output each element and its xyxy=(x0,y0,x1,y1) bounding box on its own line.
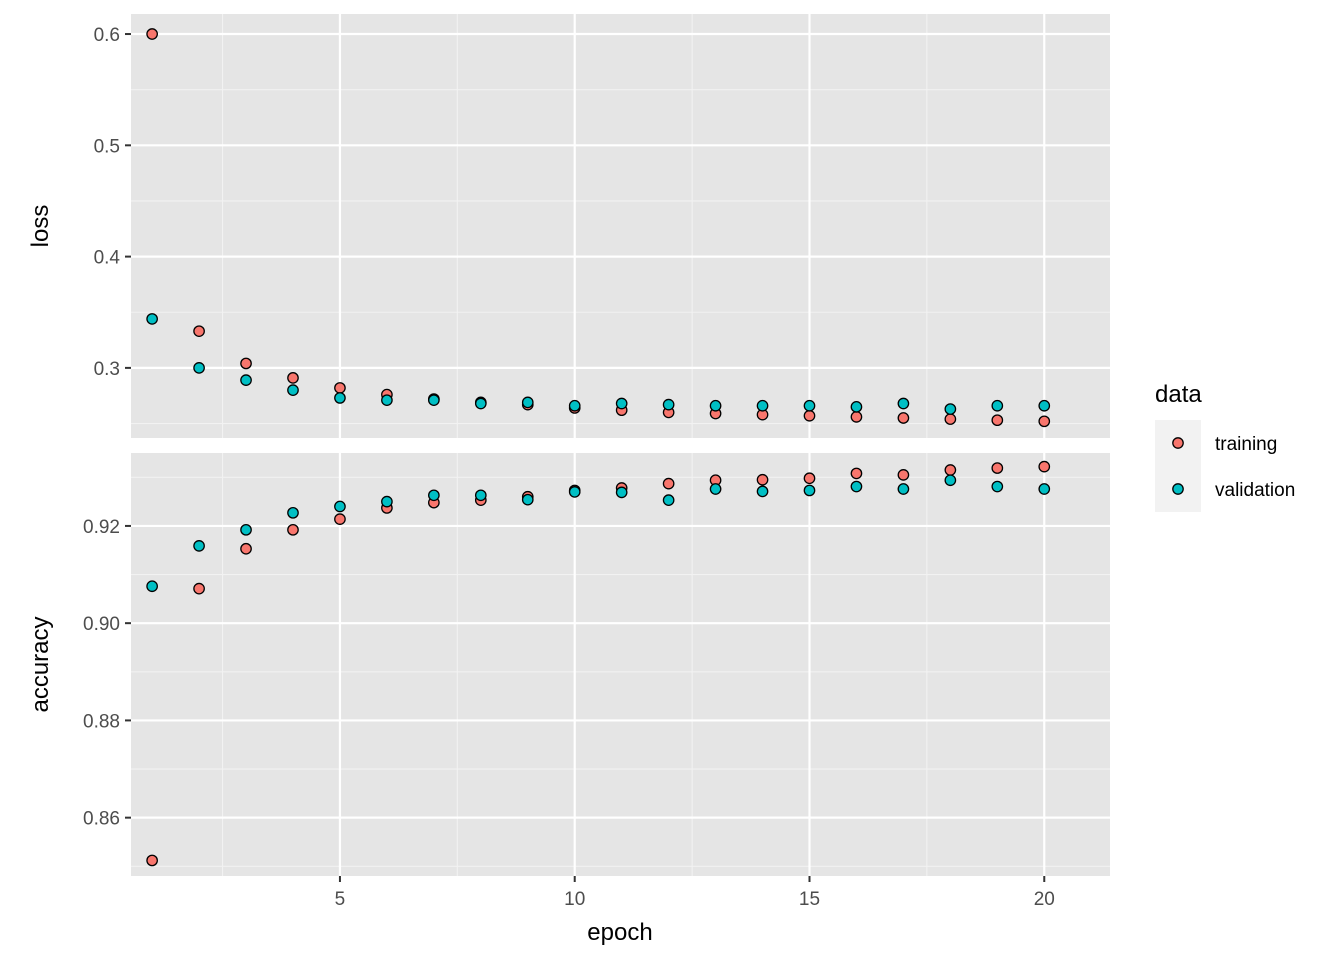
point-accuracy-training xyxy=(662,477,675,490)
point-accuracy-validation xyxy=(944,474,957,487)
point-loss-validation xyxy=(944,403,957,415)
point-accuracy-training xyxy=(1038,460,1051,473)
point-loss-validation xyxy=(568,399,581,412)
y-tick-label: 0.3 xyxy=(94,359,120,380)
point-loss-validation xyxy=(474,397,487,410)
point-accuracy-validation xyxy=(146,580,158,593)
point-loss-validation xyxy=(756,399,769,412)
point-loss-validation xyxy=(850,400,863,413)
y-tick-label: 0.88 xyxy=(83,711,120,732)
point-loss-training xyxy=(991,414,1004,427)
y-tick-label: 0.86 xyxy=(83,809,120,830)
point-loss-training xyxy=(334,382,346,394)
point-loss-validation xyxy=(1038,399,1051,412)
y-tick-label: 0.4 xyxy=(94,248,121,269)
legend-key-background xyxy=(1155,420,1201,512)
point-loss-training xyxy=(850,411,863,423)
point-loss-training xyxy=(897,412,910,424)
point-accuracy-validation xyxy=(334,500,346,513)
point-accuracy-validation xyxy=(1038,483,1051,495)
point-accuracy-training xyxy=(897,469,910,481)
point-accuracy-training xyxy=(756,473,769,486)
point-loss-validation xyxy=(428,394,440,407)
point-accuracy-validation xyxy=(991,480,1004,493)
point-accuracy-validation xyxy=(428,489,440,502)
point-loss-training xyxy=(287,372,299,384)
point-accuracy-validation xyxy=(850,480,863,493)
legend-key-training xyxy=(1172,437,1184,449)
point-loss-training xyxy=(803,409,816,422)
x-tick-label: 10 xyxy=(564,889,585,910)
x-tick-label: 5 xyxy=(335,889,346,910)
point-accuracy-training xyxy=(803,472,816,485)
point-loss-validation xyxy=(615,397,628,410)
point-accuracy-training xyxy=(334,513,346,525)
y-axis-title-accuracy: accuracy xyxy=(27,616,54,712)
legend-label-validation: validation xyxy=(1215,480,1295,501)
point-loss-validation xyxy=(521,396,534,409)
y-tick-label: 0.92 xyxy=(83,517,120,538)
point-loss-training xyxy=(146,28,158,40)
point-loss-validation xyxy=(709,399,722,412)
legend: data training validation xyxy=(1155,381,1295,512)
y-tick-label: 0.5 xyxy=(94,136,120,157)
point-accuracy-validation xyxy=(615,486,628,499)
point-loss-validation xyxy=(803,399,816,412)
y-tick-label: 0.6 xyxy=(94,25,120,46)
point-loss-validation xyxy=(334,392,346,404)
point-accuracy-training xyxy=(991,462,1004,474)
y-axis-title-loss: loss xyxy=(27,205,54,248)
point-loss-validation xyxy=(897,397,910,410)
point-accuracy-training xyxy=(944,464,957,476)
point-accuracy-validation xyxy=(662,494,675,507)
point-loss-validation xyxy=(991,399,1004,412)
point-loss-training xyxy=(1038,415,1051,428)
point-accuracy-validation xyxy=(756,485,769,498)
point-loss-training xyxy=(944,413,957,425)
point-accuracy-validation xyxy=(521,493,534,506)
x-tick-label: 20 xyxy=(1034,889,1055,910)
point-accuracy-validation xyxy=(193,540,205,552)
point-loss-validation xyxy=(193,362,205,374)
point-accuracy-validation xyxy=(240,523,252,536)
y-tick-label: 0.90 xyxy=(83,614,120,635)
point-accuracy-training xyxy=(193,582,205,595)
legend-label-training: training xyxy=(1215,434,1277,455)
point-accuracy-validation xyxy=(381,495,393,508)
point-accuracy-validation xyxy=(709,483,722,495)
point-accuracy-training xyxy=(240,542,252,555)
x-tick-label: 15 xyxy=(799,889,820,910)
point-loss-validation xyxy=(240,374,252,386)
point-loss-validation xyxy=(287,384,299,396)
point-loss-training xyxy=(240,357,252,370)
panel-background-accuracy xyxy=(131,453,1110,876)
point-accuracy-training xyxy=(146,854,158,867)
point-accuracy-validation xyxy=(287,506,299,519)
point-accuracy-training xyxy=(850,467,863,480)
point-accuracy-validation xyxy=(568,486,581,498)
point-accuracy-training xyxy=(287,523,299,536)
point-accuracy-validation xyxy=(803,484,816,497)
point-loss-training xyxy=(193,325,205,338)
point-loss-validation xyxy=(146,313,158,325)
point-accuracy-validation xyxy=(474,489,487,502)
point-loss-validation xyxy=(662,398,675,411)
panel-background-loss xyxy=(131,14,1110,438)
legend-key-validation xyxy=(1172,483,1184,495)
x-axis-title: epoch xyxy=(587,919,652,946)
point-accuracy-validation xyxy=(897,483,910,495)
legend-title: data xyxy=(1155,381,1202,408)
point-loss-validation xyxy=(381,394,393,407)
